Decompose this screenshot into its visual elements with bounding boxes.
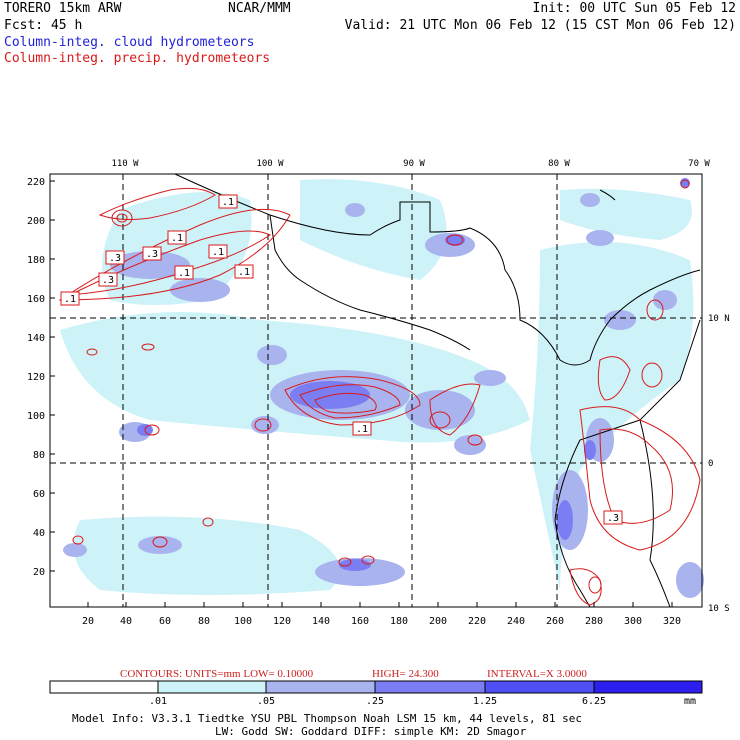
lon-label: 100 W: [256, 159, 284, 169]
contour-label: .1: [174, 265, 194, 280]
contour-label-text: .3: [109, 253, 121, 264]
model-info: Model Info: V3.3.1 Tiedtke YSU PBL Thomp…: [72, 712, 582, 725]
x-tick-label: 80: [198, 616, 210, 627]
x-tick-label: 220: [468, 616, 486, 627]
contour-high: HIGH= 24.300: [372, 668, 439, 680]
legend-precip: Column-integ. precip. hydrometeors: [4, 51, 271, 66]
contour-label-text: .3: [607, 513, 619, 524]
colorbar-label: 6.25: [581, 696, 607, 707]
contour-label-text: .1: [178, 268, 190, 279]
contour-label: .3: [603, 510, 623, 525]
x-tick-label: 100: [234, 616, 252, 627]
contour-units: CONTOURS: UNITS=mm LOW= 0.10000: [120, 668, 314, 680]
x-tick-label: 40: [120, 616, 132, 627]
contour-label: .3: [105, 250, 125, 265]
y-tick-label: 20: [33, 567, 45, 578]
contour-label-text: .1: [356, 424, 368, 435]
x-tick-label: 320: [663, 616, 681, 627]
init-time: Init: 00 UTC Sun 05 Feb 12: [532, 1, 737, 16]
x-tick-label: 180: [390, 616, 408, 627]
lat-labels: 10 N 0 10 S: [708, 314, 730, 614]
model-title: TORERO 15km ARW: [4, 1, 122, 16]
lon-label: 110 W: [111, 159, 139, 169]
y-tick-label: 220: [27, 177, 45, 188]
contour-label-text: .1: [171, 233, 183, 244]
y-ticks: 220 200 180 160 140 120 100 80 60 40 20: [27, 177, 45, 578]
contour-labels: .1 .1 .3 .3 .3 .1 .1 .1 .1 .1 .3 .1: [60, 194, 623, 525]
x-tick-label: 240: [507, 616, 525, 627]
x-tick-label: 120: [273, 616, 291, 627]
valid-time: Valid: 21 UTC Mon 06 Feb 12 (15 CST Mon …: [344, 18, 736, 33]
y-tick-marks: [50, 180, 55, 572]
x-tick-label: 280: [585, 616, 603, 627]
x-tick-label: 20: [82, 616, 94, 627]
colorbar-label: .01: [148, 696, 168, 707]
contour-label: .3: [142, 246, 162, 261]
contour-label: .1: [167, 230, 187, 245]
contour-label: .3: [98, 272, 118, 287]
lon-label: 80 W: [548, 159, 570, 169]
contour-label-text: .1: [212, 247, 224, 258]
x-tick-label: 160: [351, 616, 369, 627]
contour-label-text: .3: [102, 275, 114, 286]
colorbar: [49, 680, 703, 694]
contour-interval: INTERVAL=X 3.0000: [487, 668, 587, 680]
y-tick-label: 120: [27, 372, 45, 383]
forecast-hour: Fcst: 45 h: [4, 18, 83, 33]
x-tick-marks: [87, 602, 673, 607]
x-tick-label: 60: [159, 616, 171, 627]
lon-label: 90 W: [403, 159, 425, 169]
colorbar-label: .25: [365, 696, 385, 707]
legend-cloud: Column-integ. cloud hydrometeors: [4, 35, 255, 50]
y-tick-label: 140: [27, 333, 45, 344]
precip-contours: [58, 179, 701, 606]
graticule: [50, 174, 702, 607]
lat-label: 10 N: [708, 314, 730, 324]
org-label: NCAR/MMM: [228, 1, 291, 16]
colorbar-label: .05: [256, 696, 276, 707]
x-tick-label: 200: [429, 616, 447, 627]
lat-label: 0: [708, 459, 713, 469]
y-tick-label: 180: [27, 255, 45, 266]
contour-label-text: .1: [238, 267, 250, 278]
lat-label: 10 S: [708, 604, 730, 614]
x-tick-label: 140: [312, 616, 330, 627]
coastline: [174, 173, 701, 608]
colorbar-label: 1.25: [472, 696, 498, 707]
colorbar-units: mm: [683, 696, 697, 707]
y-tick-label: 100: [27, 411, 45, 422]
plot-frame: [49, 173, 703, 608]
model-physics: LW: Godd SW: Goddard DIFF: simple KM: 2D…: [215, 725, 527, 738]
contour-label-text: .1: [64, 294, 76, 305]
contour-label: .1: [60, 291, 80, 306]
contour-label-text: .1: [222, 197, 234, 208]
y-tick-label: 160: [27, 294, 45, 305]
y-tick-label: 40: [33, 528, 45, 539]
contour-label: .1: [208, 244, 228, 259]
contour-label-text: .3: [146, 249, 158, 260]
x-tick-label: 300: [624, 616, 642, 627]
x-ticks: 20 40 60 80 100 120 140 160 180 200 220 …: [82, 616, 681, 627]
y-tick-label: 200: [27, 216, 45, 227]
y-tick-label: 80: [33, 450, 45, 461]
contour-label: .1: [352, 421, 372, 436]
contour-label: .1: [218, 194, 238, 209]
lon-label: 70 W: [688, 159, 710, 169]
lon-labels: 110 W 100 W 90 W 80 W 70 W: [111, 159, 710, 169]
y-tick-label: 60: [33, 489, 45, 500]
x-tick-label: 260: [546, 616, 564, 627]
contour-label: .1: [234, 264, 254, 279]
